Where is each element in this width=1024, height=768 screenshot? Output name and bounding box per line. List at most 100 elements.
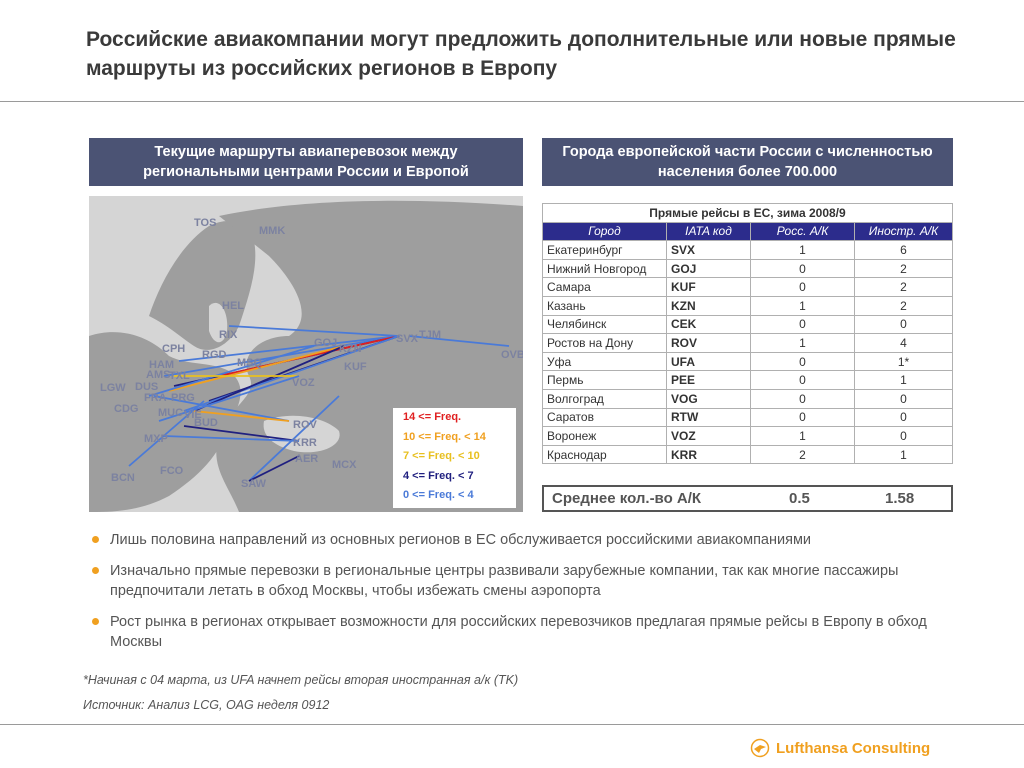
airport-label: AER: [295, 453, 318, 465]
iata-cell: PEE: [666, 370, 751, 390]
legend-entry: 7 <= Freq. < 10: [403, 450, 480, 462]
airport-label: BUD: [194, 417, 218, 429]
airport-label: KUF: [344, 361, 367, 373]
lufthansa-crane-icon: [750, 738, 770, 758]
route-line: [248, 395, 340, 482]
route-line: [228, 325, 400, 337]
airport-label: BCN: [111, 472, 135, 484]
bullet-item: Лишь половина направлений из основных ре…: [92, 530, 972, 550]
airport-label: KZN: [339, 343, 362, 355]
russian-carriers-cell: 0: [750, 351, 855, 372]
title-divider: [0, 101, 1024, 102]
route-line: [163, 435, 300, 442]
route-line: [178, 335, 400, 362]
bullet-dot-icon: [92, 567, 99, 574]
city-cell: Уфа: [542, 351, 667, 372]
city-cell: Краснодар: [542, 444, 667, 465]
russian-carriers-cell: 1: [750, 426, 855, 446]
airport-label: KRR: [293, 437, 317, 449]
russian-carriers-cell: 0: [750, 407, 855, 428]
table-row: Пермь PEE 0 1: [542, 370, 953, 390]
city-cell: Самара: [542, 277, 667, 297]
legend-entry: 4 <= Freq. < 7: [403, 469, 474, 482]
russian-carriers-cell: 1: [750, 240, 855, 260]
column-header: Город: [542, 221, 667, 242]
russian-carriers-cell: 0: [750, 258, 855, 279]
bullet-text: Изначально прямые перевозки в региональн…: [110, 563, 899, 599]
table-row: Екатеринбург SVX 1 6: [542, 240, 953, 260]
iata-cell: VOZ: [666, 426, 751, 446]
russian-carriers-cell: 0: [750, 388, 855, 409]
table-row: Волгоград VOG 0 0: [542, 388, 953, 409]
russian-carriers-cell: 0: [750, 277, 855, 297]
iata-cell: RTW: [666, 407, 751, 428]
page-title: Российские авиакомпании могут предложить…: [86, 28, 956, 80]
airport-label: HAM: [149, 359, 174, 371]
foreign-carriers-cell: 0: [854, 314, 953, 335]
airport-label: RIX: [219, 329, 238, 341]
column-header: Иностр. А/К: [854, 221, 953, 242]
airport-label: LGW: [100, 382, 126, 394]
table-row: Саратов RTW 0 0: [542, 407, 953, 428]
routes-map: TOS MMK HEL RIX CPH RGD MSQ HAM TXL AMS …: [89, 196, 523, 512]
route-line: [148, 345, 315, 397]
bullet-item: Изначально прямые перевозки в региональн…: [92, 561, 972, 601]
iata-cell: GOJ: [666, 258, 751, 279]
direct-flights-table: Прямые рейсы в ЕС, зима 2008/9 Город IAT…: [542, 203, 953, 465]
land-western-europe: [89, 332, 241, 512]
bullet-text: Лишь половина направлений из основных ре…: [110, 532, 812, 548]
iata-cell: UFA: [666, 351, 751, 372]
city-cell: Воронеж: [542, 426, 667, 446]
city-cell: Волгоград: [542, 388, 667, 409]
average-summary: Среднее кол.-во А/К 0.5 1.58: [542, 485, 953, 512]
airport-label: OVB: [501, 349, 523, 361]
airport-label: CPH: [162, 343, 185, 355]
iata-cell: SVX: [666, 240, 751, 260]
iata-cell: VOG: [666, 388, 751, 409]
foreign-carriers-cell: 0: [854, 426, 953, 446]
table-row: Уфа UFA 0 1*: [542, 351, 953, 372]
legend-entry: 0 <= Freq. < 4: [403, 489, 474, 501]
airport-labels: TOS MMK HEL RIX CPH RGD MSQ HAM TXL AMS …: [100, 217, 523, 490]
route-line: [248, 455, 300, 482]
route-line: [158, 375, 300, 422]
column-header: IATA код: [666, 221, 751, 242]
land-scandinavia: [149, 221, 256, 350]
iata-cell: KUF: [666, 277, 751, 297]
airport-label: SAW: [241, 478, 267, 490]
russian-carriers-cell: 0: [750, 314, 855, 335]
russian-carriers-cell: 1: [750, 295, 855, 316]
table-row: Челябинск CEK 0 0: [542, 314, 953, 335]
route-lines: [128, 325, 510, 482]
table-body: Екатеринбург SVX 1 6 Нижний Новгород GOJ 0 2 Сам…: [542, 240, 953, 465]
airport-label: MXP: [144, 433, 168, 445]
airport-label: CDG: [114, 403, 138, 415]
russian-carriers-cell: 2: [750, 444, 855, 465]
city-cell: Челябинск: [542, 314, 667, 335]
foreign-carriers-cell: 1: [854, 444, 953, 465]
airport-label: MMK: [259, 225, 285, 237]
table-row: Нижний Новгород GOJ 0 2: [542, 258, 953, 279]
airport-label: MCX: [332, 459, 357, 471]
foreign-carriers-cell: 1*: [854, 351, 953, 372]
russian-carriers-cell: 1: [750, 333, 855, 353]
route-line: [218, 335, 400, 377]
route-line: [183, 335, 400, 412]
airport-label: VIE: [184, 409, 202, 421]
airport-label: SVX: [396, 333, 419, 345]
foreign-carriers-cell: 6: [854, 240, 953, 260]
route-line: [193, 410, 290, 422]
foreign-carriers-cell: 2: [854, 277, 953, 297]
company-logo: Lufthansa Consulting: [750, 738, 930, 758]
table-row: Краснодар KRR 2 1: [542, 444, 953, 465]
frequency-legend: 14 <= Freq. 10 <= Freq. < 14 7 <= Freq. …: [393, 408, 516, 508]
legend-entry: 14 <= Freq.: [403, 411, 462, 423]
foreign-carriers-cell: 2: [854, 295, 953, 316]
table-row: Самара KUF 0 2: [542, 277, 953, 297]
footer-divider: [0, 724, 1024, 725]
routes-panel-header: Текущие маршруты авиаперевозок между рег…: [89, 138, 523, 186]
table-caption: Прямые рейсы в ЕС, зима 2008/9: [542, 203, 953, 223]
airport-label: FRA: [144, 392, 167, 404]
foreign-carriers-cell: 4: [854, 333, 953, 353]
foreign-carriers-cell: 2: [854, 258, 953, 279]
